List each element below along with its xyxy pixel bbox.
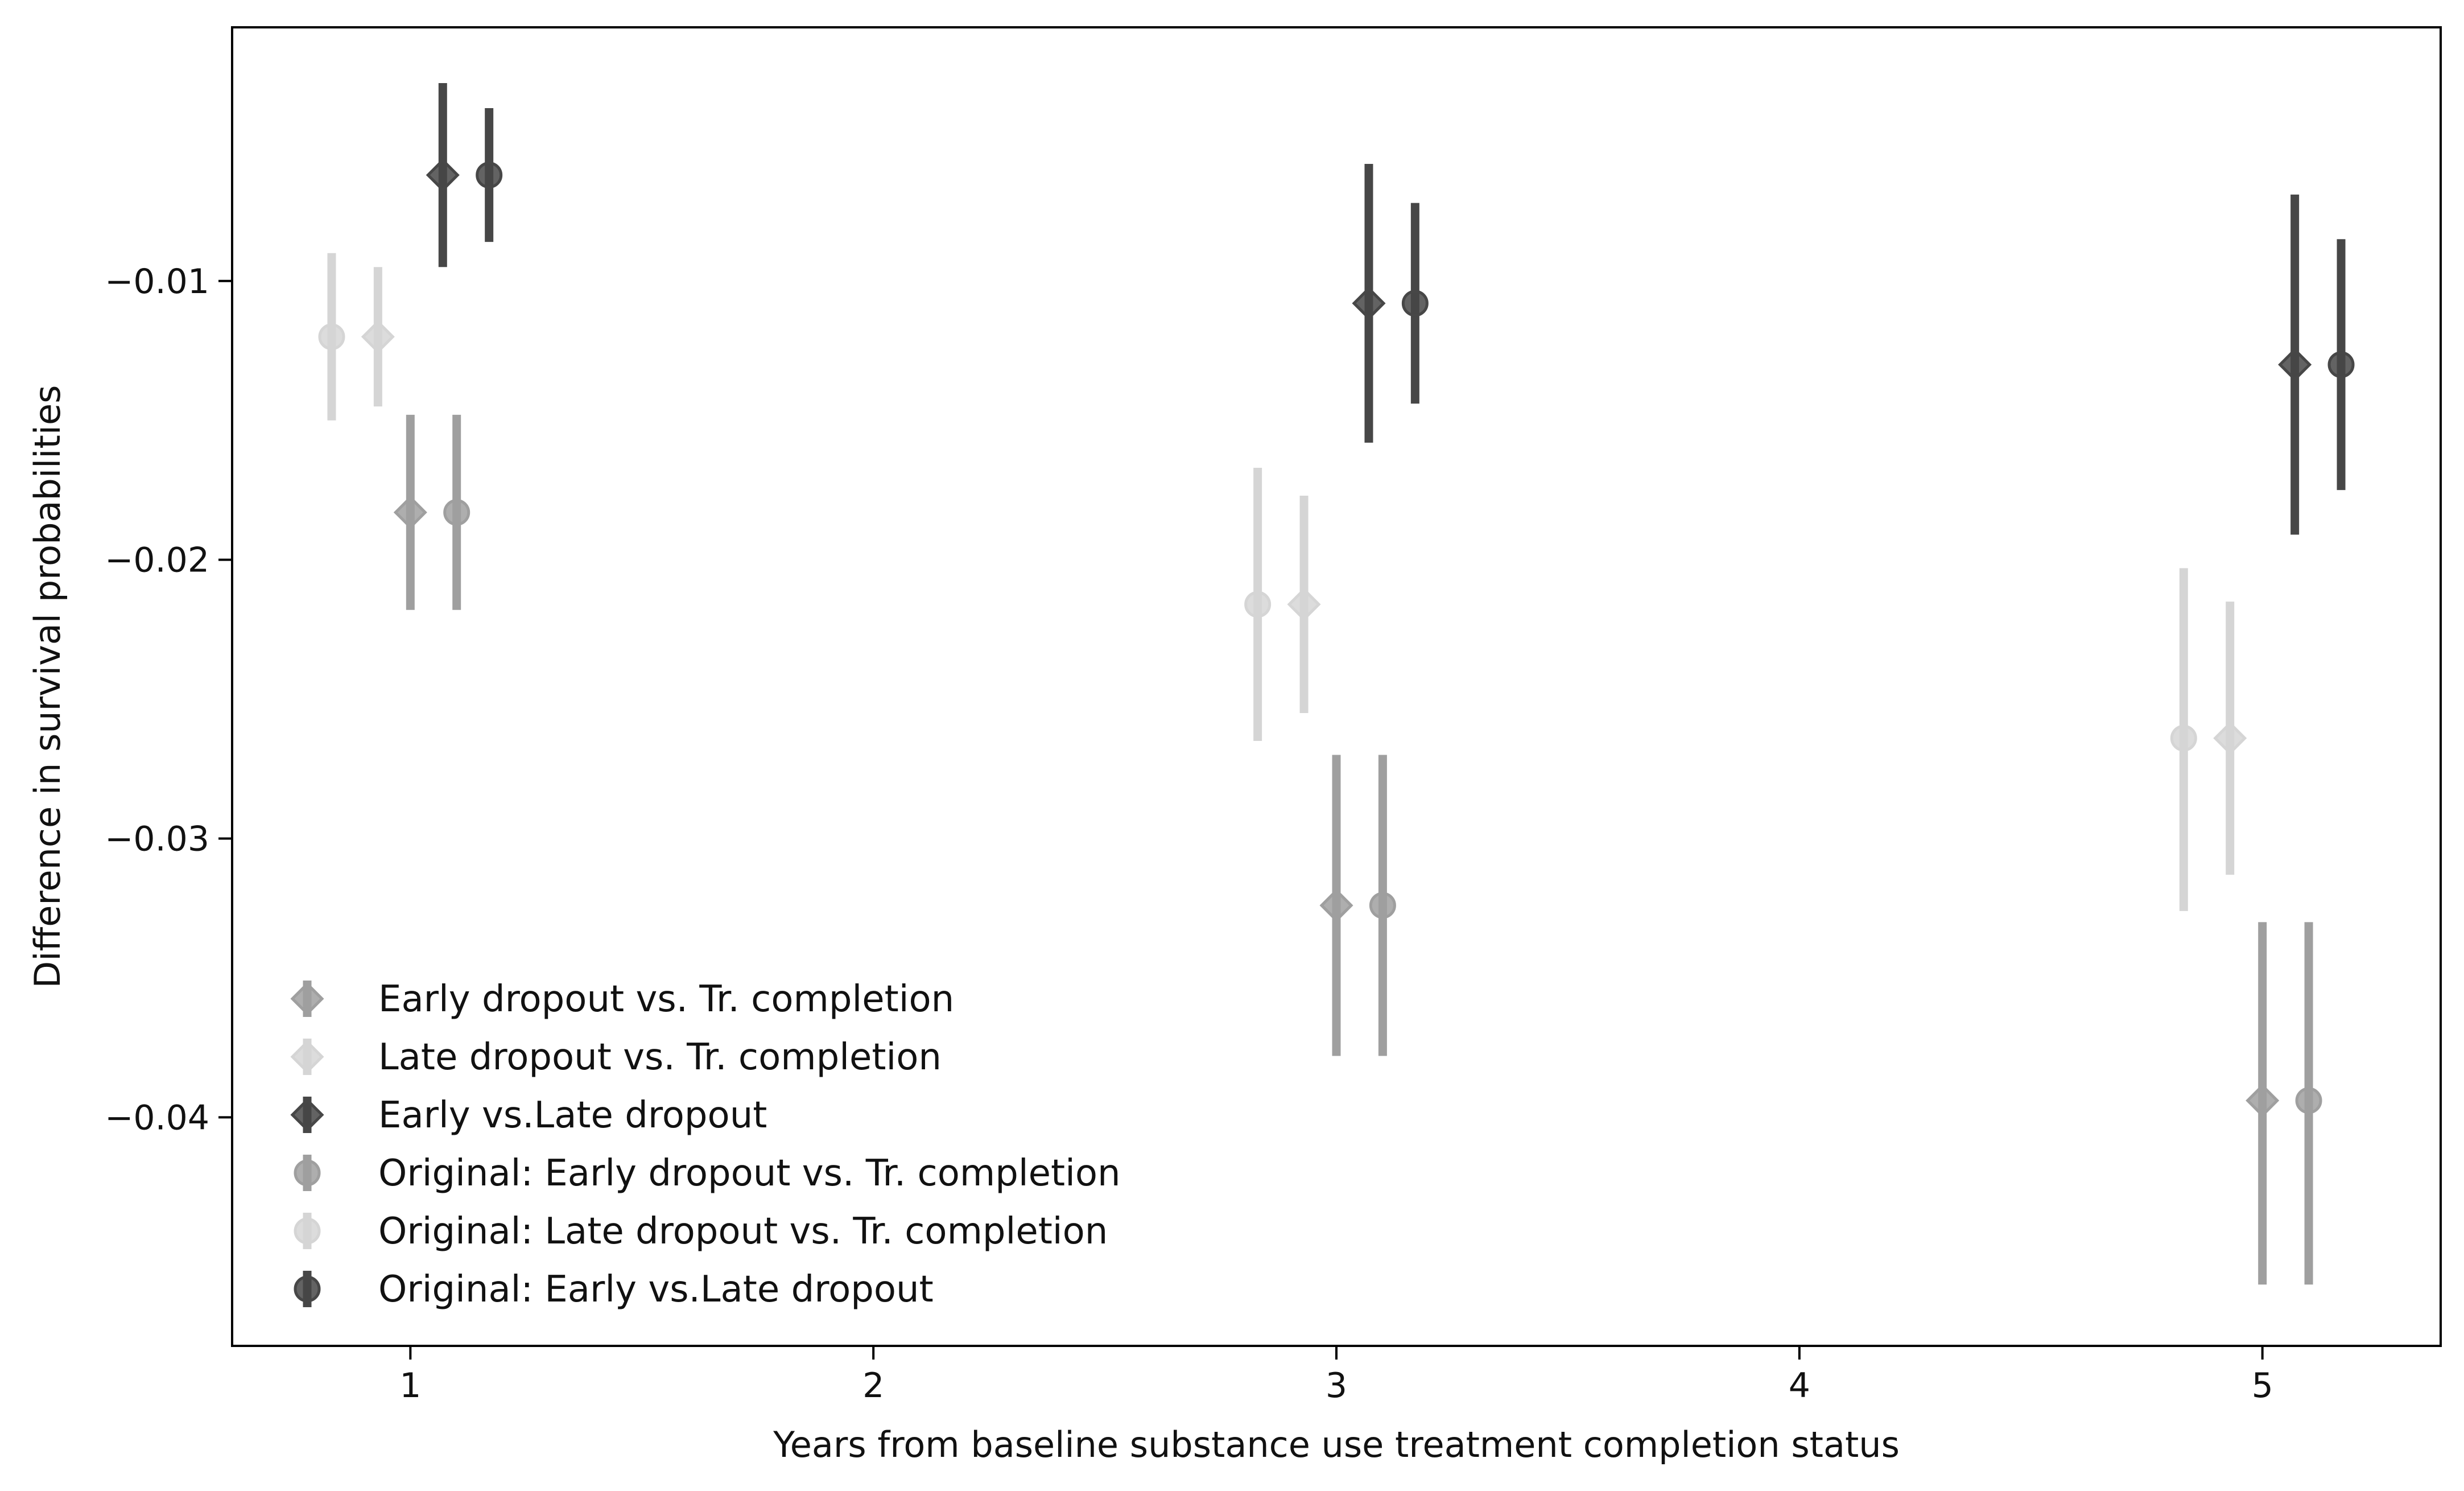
y-tick-label-2: −0.03: [105, 819, 209, 859]
x-tick-label-5: 5: [2252, 1366, 2273, 1406]
series-original-early-vs-late-dropout: [476, 108, 2355, 491]
legend-label: Early dropout vs. Tr. completion: [378, 978, 954, 1020]
legend-label: Original: Late dropout vs. Tr. completio…: [378, 1210, 1108, 1253]
data-point: [443, 499, 470, 526]
legend-label: Late dropout vs. Tr. completion: [378, 1036, 942, 1078]
data-point: [2246, 1084, 2280, 1118]
legend-entry-early-vs-late-dropout: [290, 1097, 324, 1133]
legend-label: Early vs.Late dropout: [378, 1094, 767, 1136]
data-point: [1319, 888, 1353, 922]
legend-marker: [290, 982, 324, 1016]
data-point: [1401, 290, 1429, 317]
data-point: [361, 320, 395, 354]
legend-entry-original-early-vs-late-dropout: [294, 1271, 321, 1307]
y-axis-label: Difference in survival probabilities: [27, 385, 68, 988]
data-point: [1244, 591, 1272, 618]
data-point: [1369, 892, 1396, 919]
series-original-early-dropout-vs-tr-completion: [443, 414, 2322, 1285]
series-early-dropout-vs-tr-completion: [393, 414, 2280, 1285]
x-axis-label: Years from baseline substance use treatm…: [773, 1424, 1900, 1465]
data-point: [2170, 724, 2197, 752]
x-axis: 1 2 3 4 5: [399, 1346, 2273, 1406]
data-point: [393, 495, 427, 529]
legend-entry-late-dropout-vs-tr-completion: [290, 1039, 324, 1075]
x-tick-label-2: 2: [862, 1366, 884, 1406]
data-point: [2327, 351, 2355, 378]
legend-marker: [294, 1217, 321, 1245]
data-point: [2278, 348, 2312, 382]
legend-label: Original: Early dropout vs. Tr. completi…: [378, 1152, 1121, 1195]
series-late-dropout-vs-tr-completion: [361, 267, 2247, 875]
legend-marker: [294, 1159, 321, 1187]
legend-marker: [290, 1098, 324, 1132]
y-tick-label-1: −0.02: [105, 541, 209, 580]
data-point: [318, 323, 345, 351]
data-point: [1287, 587, 1321, 621]
x-tick-label-1: 1: [399, 1366, 421, 1406]
legend-entry-original-early-dropout-vs-tr-completion: [294, 1155, 321, 1191]
x-tick-label-3: 3: [1326, 1366, 1347, 1406]
x-tick-label-4: 4: [1789, 1366, 1810, 1406]
legend-entry-early-dropout-vs-tr-completion: [290, 981, 324, 1017]
y-axis: −0.01 −0.02 −0.03 −0.04: [105, 262, 232, 1138]
data-point: [2213, 721, 2247, 755]
data-point: [476, 162, 503, 189]
y-tick-label-3: −0.04: [105, 1098, 209, 1138]
legend-entry-original-late-dropout-vs-tr-completion: [294, 1213, 321, 1249]
data-marks: [318, 83, 2355, 1285]
series-early-vs-late-dropout: [426, 83, 2312, 535]
y-tick-label-0: −0.01: [105, 262, 209, 302]
data-point: [1352, 286, 1386, 320]
series-original-late-dropout-vs-tr-completion: [318, 253, 2197, 911]
data-point: [2295, 1087, 2322, 1114]
legend-marker: [294, 1275, 321, 1303]
legend: Early dropout vs. Tr. completion Late dro…: [290, 978, 1121, 1311]
legend-label: Original: Early vs.Late dropout: [378, 1268, 934, 1311]
legend-marker: [290, 1040, 324, 1074]
data-point: [426, 158, 460, 192]
